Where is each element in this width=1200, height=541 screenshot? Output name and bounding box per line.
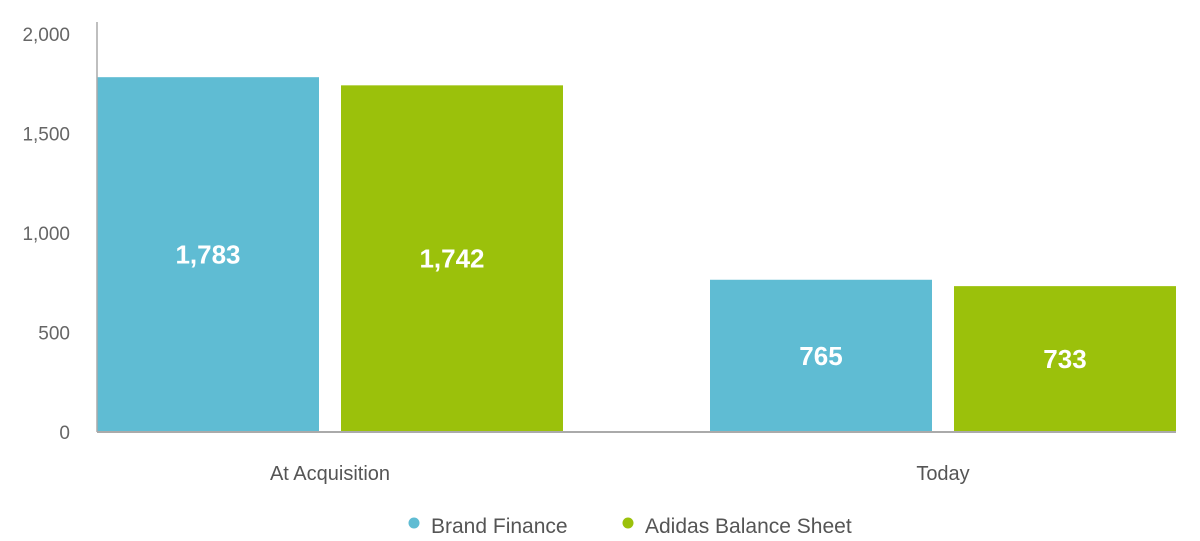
bar-value-labels: 1,783 765 1,742 733 <box>175 240 1086 374</box>
bar <box>97 77 319 433</box>
bar-value-label: 1,783 <box>175 240 240 270</box>
category-labels: At Acquisition Today <box>270 463 970 485</box>
legend-label: Brand Finance <box>431 515 568 538</box>
y-axis-ticks: 0 500 1,000 1,500 2,000 <box>22 25 70 444</box>
y-tick-label: 0 <box>59 423 70 444</box>
legend-marker <box>622 517 634 529</box>
y-tick-label: 500 <box>38 324 70 345</box>
legend-label: Adidas Balance Sheet <box>645 515 852 538</box>
y-tick-label: 1,000 <box>22 224 70 245</box>
bar-value-label: 1,742 <box>419 244 484 274</box>
legend: Brand Finance Adidas Balance Sheet <box>408 515 852 538</box>
bar <box>954 286 1176 432</box>
bar-value-label: 765 <box>799 341 842 371</box>
bar <box>710 279 932 432</box>
x-category-label: At Acquisition <box>270 463 390 485</box>
y-tick-label: 1,500 <box>22 125 70 146</box>
y-tick-label: 2,000 <box>22 25 70 46</box>
bars-group <box>97 77 1176 433</box>
bar <box>341 85 563 432</box>
legend-marker <box>408 517 420 529</box>
bar-value-label: 733 <box>1043 344 1086 374</box>
x-category-label: Today <box>916 463 969 485</box>
